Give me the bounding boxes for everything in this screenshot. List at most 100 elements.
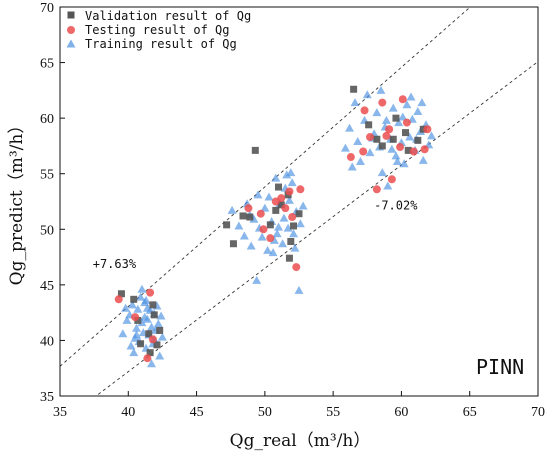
y-tick-label: 35 xyxy=(40,390,54,405)
data-point-square xyxy=(373,135,381,143)
data-point-triangle xyxy=(131,323,141,332)
data-point-triangle xyxy=(388,103,398,112)
upper-bound-line xyxy=(60,7,471,367)
data-point-triangle xyxy=(121,303,131,312)
x-tick-label: 55 xyxy=(326,405,340,420)
data-point-circle xyxy=(387,175,396,184)
data-point-square xyxy=(277,201,285,209)
data-point-square xyxy=(146,349,154,357)
data-point-triangle xyxy=(413,106,423,115)
x-tick-label: 50 xyxy=(258,405,272,420)
data-point-circle xyxy=(288,213,297,222)
legend-marker-validation xyxy=(67,11,75,19)
data-point-triangle xyxy=(355,156,365,165)
data-point-triangle xyxy=(155,351,165,360)
data-point-triangle xyxy=(406,92,416,101)
data-point-triangle xyxy=(298,201,308,210)
data-point-triangle xyxy=(118,329,128,338)
data-point-triangle xyxy=(252,275,262,284)
x-tick-label: 70 xyxy=(531,405,545,420)
upper-bound-annotation: +7.63% xyxy=(93,257,137,271)
data-point-triangle xyxy=(157,332,167,341)
data-point-triangle xyxy=(142,303,152,312)
data-point-square xyxy=(229,240,237,248)
y-tick-label: 55 xyxy=(40,168,54,183)
data-point-circle xyxy=(396,143,405,152)
data-point-triangle xyxy=(283,223,293,232)
data-point-square xyxy=(223,221,231,229)
data-point-circle xyxy=(372,185,381,194)
data-point-triangle xyxy=(345,123,355,132)
data-point-square xyxy=(285,254,293,262)
data-point-square xyxy=(275,183,283,191)
data-point-circle xyxy=(360,106,369,115)
data-point-square xyxy=(137,340,145,348)
data-point-square xyxy=(130,295,138,303)
data-point-triangle xyxy=(392,156,402,165)
x-tick-label: 65 xyxy=(463,405,477,420)
data-point-triangle xyxy=(340,143,350,152)
data-point-square xyxy=(266,221,274,229)
data-point-circle xyxy=(402,118,411,127)
data-point-triangle xyxy=(391,151,401,160)
data-point-triangle xyxy=(264,192,274,201)
data-point-circle xyxy=(382,131,391,140)
data-point-triangle xyxy=(257,232,267,241)
data-point-circle xyxy=(423,125,432,134)
data-point-triangle xyxy=(289,229,299,238)
data-point-triangle xyxy=(141,295,151,304)
data-point-square xyxy=(392,114,400,122)
y-tick-label: 40 xyxy=(40,334,54,349)
data-point-circle xyxy=(398,95,407,104)
data-point-square xyxy=(404,146,412,154)
data-point-triangle xyxy=(272,229,282,238)
y-axis-label: Qg_predict（m³/h） xyxy=(7,117,27,286)
model-label: PINN xyxy=(476,355,524,379)
data-point-circle xyxy=(409,147,418,156)
data-point-square xyxy=(290,222,298,230)
data-point-triangle xyxy=(127,300,137,309)
lower-bound-annotation: -7.02% xyxy=(374,198,418,212)
data-point-circle xyxy=(259,225,268,234)
lower-bound-line xyxy=(95,61,538,396)
data-point-triangle xyxy=(122,315,132,324)
data-point-triangle xyxy=(136,292,146,301)
data-point-square xyxy=(153,341,161,349)
data-point-circle xyxy=(148,335,157,344)
data-point-triangle xyxy=(350,98,360,107)
data-point-circle xyxy=(378,98,387,107)
data-point-square xyxy=(134,316,142,324)
legend-label-validation: Validation result of Qg xyxy=(85,9,251,23)
data-point-triangle xyxy=(394,118,404,127)
y-tick-label: 50 xyxy=(40,223,54,238)
data-point-triangle xyxy=(142,314,152,323)
data-point-square xyxy=(287,238,295,246)
y-tick-label: 65 xyxy=(40,57,54,72)
data-point-triangle xyxy=(381,115,391,124)
data-point-circle xyxy=(114,295,123,304)
data-point-triangle xyxy=(279,213,289,222)
data-point-triangle xyxy=(263,245,273,254)
data-point-triangle xyxy=(377,168,387,177)
data-point-circle xyxy=(366,133,375,142)
legend: Validation result of Qg Testing result o… xyxy=(66,9,251,51)
data-point-triangle xyxy=(260,203,270,212)
data-point-triangle xyxy=(402,100,412,109)
data-point-triangle xyxy=(398,112,408,121)
data-point-circle xyxy=(277,194,286,203)
data-point-square xyxy=(246,213,254,221)
x-axis-label: Qg_real（m³/h） xyxy=(230,431,371,451)
data-point-triangle xyxy=(347,162,357,171)
data-point-circle xyxy=(359,147,368,156)
data-point-triangle xyxy=(271,173,281,182)
x-tick-label: 60 xyxy=(394,405,408,420)
data-point-triangle xyxy=(131,330,141,339)
data-point-square xyxy=(145,330,153,338)
data-point-triangle xyxy=(278,239,288,248)
data-point-triangle xyxy=(253,190,263,199)
data-point-circle xyxy=(420,145,429,154)
y-tick-label: 45 xyxy=(40,279,54,294)
data-point-triangle xyxy=(147,359,157,368)
legend-label-testing: Testing result of Qg xyxy=(85,23,230,37)
data-point-triangle xyxy=(287,178,297,187)
